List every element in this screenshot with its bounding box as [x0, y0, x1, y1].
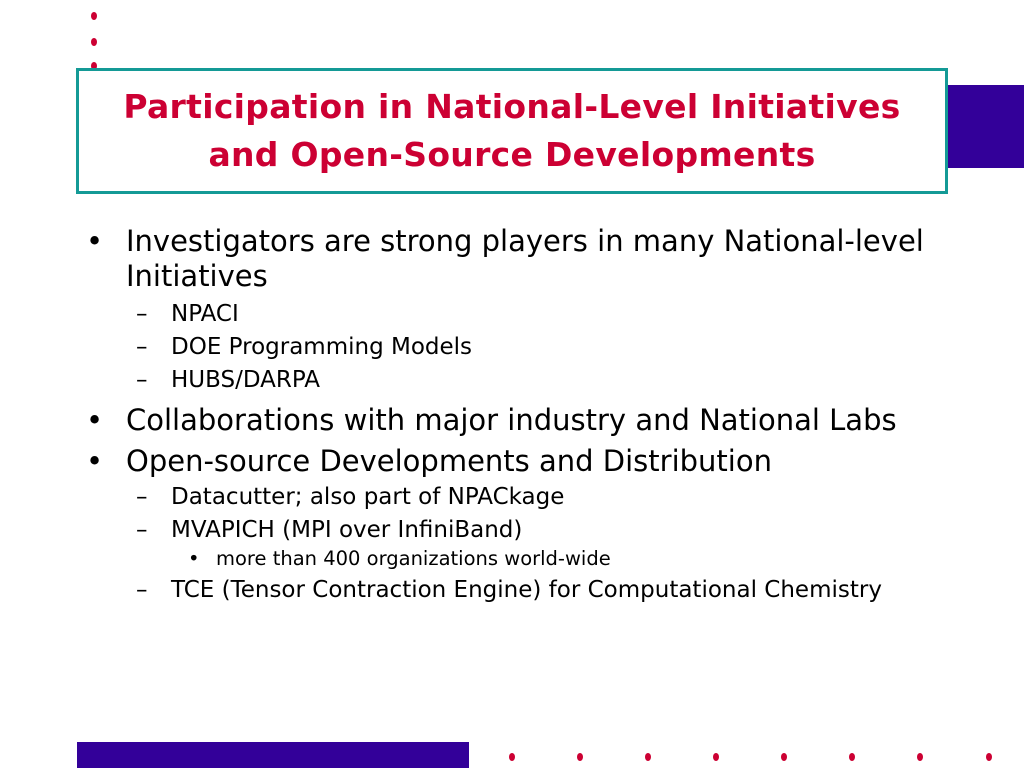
bullet: Open-source Developments and Distributio… [84, 444, 964, 479]
accent-block [948, 85, 1024, 168]
sub-sub-bullet: more than 400 organizations world-wide [84, 545, 964, 572]
decor-dot [917, 753, 923, 761]
decor-dot [91, 62, 97, 70]
bullet: Collaborations with major industry and N… [84, 403, 964, 438]
title-line: and Open-Source Developments [208, 135, 816, 174]
decor-dot [986, 753, 992, 761]
sub-bullet: TCE (Tensor Contraction Engine) for Comp… [84, 576, 964, 605]
decor-dot [91, 38, 97, 46]
sub-bullet: HUBS/DARPA [84, 366, 964, 395]
sub-bullet: DOE Programming Models [84, 333, 964, 362]
slide-title: Participation in National-Level Initiati… [123, 83, 900, 179]
decor-dot [849, 753, 855, 761]
sub-bullet: MVAPICH (MPI over InfiniBand) [84, 516, 964, 545]
accent-bar [77, 742, 469, 768]
title-line: Participation in National-Level Initiati… [123, 87, 901, 126]
decor-dot [509, 753, 515, 761]
decor-dot [781, 753, 787, 761]
decor-dot [577, 753, 583, 761]
sub-bullet: Datacutter; also part of NPACkage [84, 483, 964, 512]
bullet: Investigators are strong players in many… [84, 224, 964, 294]
decor-dot [645, 753, 651, 761]
title-box: Participation in National-Level Initiati… [76, 68, 948, 194]
decor-dot [91, 12, 97, 20]
slide-body: Investigators are strong players in many… [84, 224, 964, 609]
sub-bullet: NPACI [84, 300, 964, 329]
decor-dot [713, 753, 719, 761]
